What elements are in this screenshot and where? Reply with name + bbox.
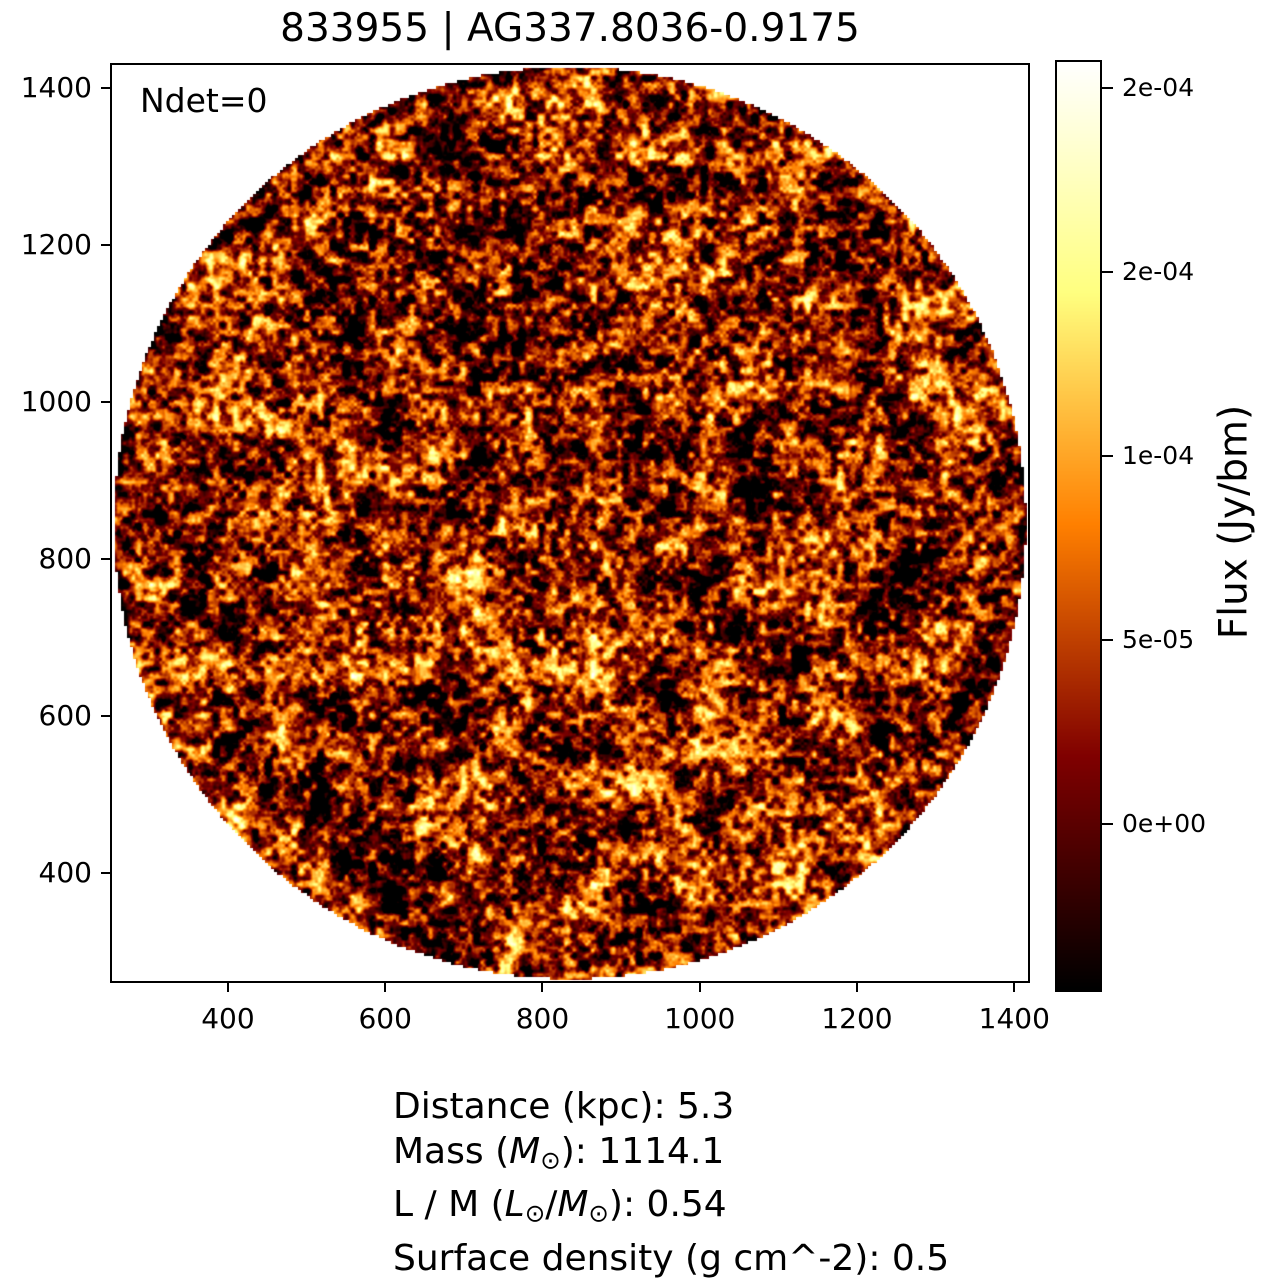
- info-line: Mass (M⊙): 1114.1: [393, 1129, 949, 1182]
- colorbar-label: Flux (Jy/bm): [1211, 404, 1257, 640]
- y-tick-label: 600: [38, 699, 92, 733]
- y-tick-mark: [101, 244, 110, 247]
- x-tick-mark: [226, 983, 229, 992]
- x-tick-mark: [384, 983, 387, 992]
- info-text: M: [557, 1184, 589, 1226]
- colorbar-tick-label: 2e-04: [1122, 72, 1195, 102]
- colorbar: [1055, 60, 1102, 992]
- x-tick-mark: [1013, 983, 1016, 992]
- x-tick-label: 1400: [978, 1002, 1050, 1035]
- info-block: Distance (kpc): 5.3 Mass (M⊙): 1114.1 L / …: [393, 1084, 949, 1281]
- x-tick-label: 400: [201, 1002, 255, 1035]
- y-tick-mark: [101, 715, 110, 718]
- info-text: M: [509, 1131, 541, 1172]
- info-text: Surface density (g cm^-2): 0.5: [393, 1237, 950, 1279]
- colorbar-tick-mark: [1102, 455, 1113, 458]
- info-text: ): 1114.1: [560, 1131, 725, 1172]
- info-line: L / M (L⊙/M⊙): 0.54: [393, 1182, 949, 1235]
- y-tick-mark: [101, 872, 110, 875]
- colorbar-tick-mark: [1102, 270, 1113, 273]
- x-tick-label: 600: [358, 1002, 412, 1035]
- sun-symbol: ⊙: [588, 1198, 609, 1228]
- colorbar-tick-mark: [1102, 86, 1113, 89]
- info-text: /: [545, 1184, 558, 1226]
- x-tick-mark: [698, 983, 701, 992]
- info-text: Mass (: [393, 1131, 510, 1172]
- y-tick-label: 800: [38, 542, 92, 576]
- colorbar-tick-label: 1e-04: [1122, 441, 1195, 471]
- y-tick-label: 400: [38, 856, 92, 890]
- sun-symbol: ⊙: [524, 1198, 546, 1228]
- y-tick-label: 1200: [20, 228, 92, 262]
- plot-area: Ndet=0: [110, 63, 1030, 983]
- y-tick-mark: [101, 87, 110, 90]
- x-tick-label: 1200: [821, 1002, 893, 1035]
- info-text: ): 0.54: [608, 1184, 727, 1226]
- colorbar-gradient: [1057, 62, 1100, 990]
- colorbar-tick-label: 0e+00: [1122, 809, 1207, 839]
- info-text: Distance (kpc): 5.3: [393, 1086, 735, 1127]
- flux-map-image: [112, 65, 1028, 981]
- colorbar-tick-mark: [1102, 823, 1113, 826]
- info-line: Surface density (g cm^-2): 0.5: [393, 1236, 949, 1281]
- colorbar-tick-label: 2e-04: [1122, 256, 1195, 286]
- x-tick-mark: [541, 983, 544, 992]
- x-tick-mark: [856, 983, 858, 992]
- plot-title: 833955 | AG337.8036-0.9175: [280, 6, 860, 51]
- x-tick-label: 1000: [664, 1002, 736, 1035]
- y-tick-label: 1400: [20, 71, 92, 105]
- ndet-annotation: Ndet=0: [140, 81, 268, 120]
- y-tick-label: 1000: [20, 385, 92, 419]
- info-text: L: [504, 1184, 525, 1226]
- y-tick-mark: [101, 401, 110, 404]
- colorbar-tick-label: 5e-05: [1122, 625, 1195, 655]
- info-text: L / M (: [393, 1184, 505, 1226]
- x-tick-label: 800: [515, 1002, 570, 1035]
- sun-symbol: ⊙: [540, 1145, 561, 1175]
- info-line: Distance (kpc): 5.3: [393, 1084, 949, 1129]
- colorbar-tick-mark: [1102, 639, 1113, 642]
- y-tick-mark: [101, 558, 110, 561]
